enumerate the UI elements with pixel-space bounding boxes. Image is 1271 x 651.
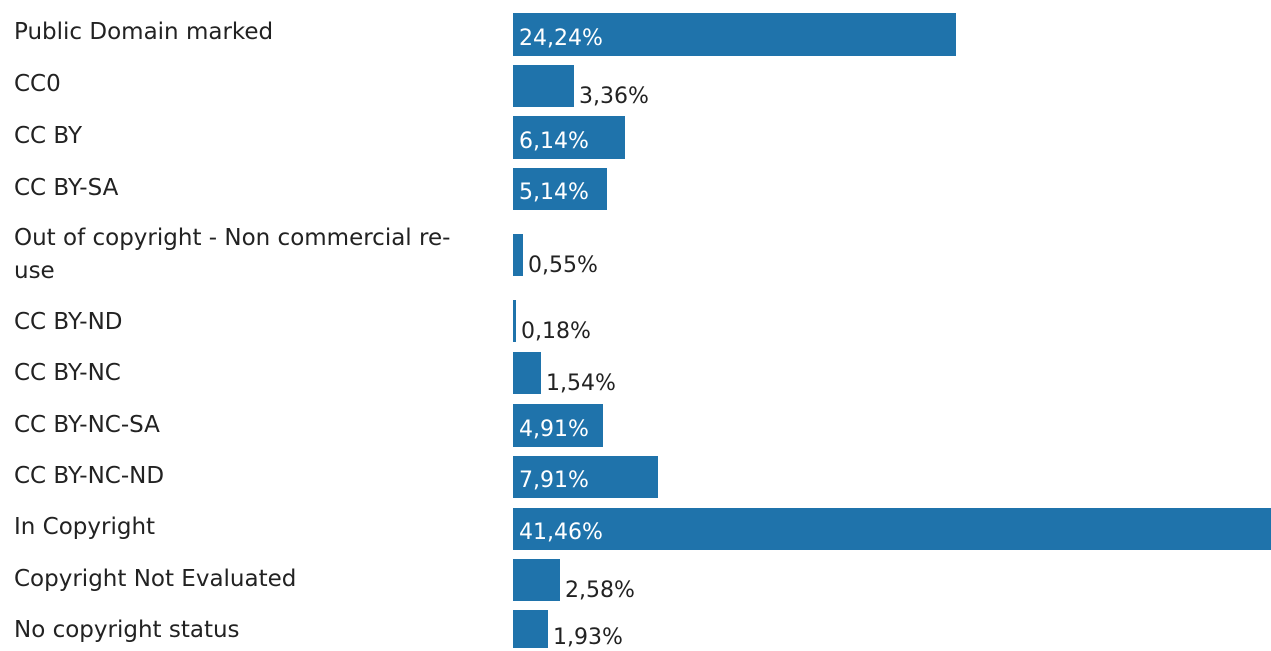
category-label: Public Domain marked — [14, 19, 274, 45]
value-label: 24,24% — [519, 26, 603, 51]
value-label: 6,14% — [519, 129, 589, 154]
value-label: 0,18% — [521, 319, 591, 344]
category-label: CC BY-NC — [14, 360, 121, 386]
bar — [513, 300, 516, 342]
category-label: CC BY-NC-SA — [14, 412, 160, 438]
category-label: Copyright Not Evaluated — [14, 566, 297, 592]
bar — [513, 168, 607, 210]
value-label: 4,91% — [519, 417, 589, 442]
category-label: CC BY-ND — [14, 309, 123, 335]
bar — [513, 404, 603, 447]
bar — [513, 65, 574, 107]
value-label: 5,14% — [519, 180, 589, 205]
value-label: 1,54% — [546, 371, 616, 396]
bar — [513, 559, 560, 601]
bar — [513, 116, 625, 159]
value-label: 2,58% — [565, 578, 635, 603]
value-label: 3,36% — [579, 84, 649, 109]
category-label: CC0 — [14, 71, 61, 97]
bar — [513, 234, 523, 276]
value-label: 41,46% — [519, 520, 603, 545]
category-label: CC BY-SA — [14, 175, 119, 201]
category-label: Out of copyright - Non commercial re-use — [14, 225, 451, 284]
bar — [513, 610, 548, 648]
bar — [513, 508, 1271, 550]
bar — [513, 13, 956, 56]
value-label: 7,91% — [519, 468, 589, 493]
value-label: 1,93% — [553, 625, 623, 650]
value-label: 0,55% — [528, 253, 598, 278]
bar — [513, 456, 658, 498]
category-label: CC BY-NC-ND — [14, 463, 165, 489]
category-label: CC BY — [14, 123, 83, 149]
category-label: In Copyright — [14, 514, 156, 540]
category-label: No copyright status — [14, 617, 240, 643]
bar — [513, 352, 541, 394]
